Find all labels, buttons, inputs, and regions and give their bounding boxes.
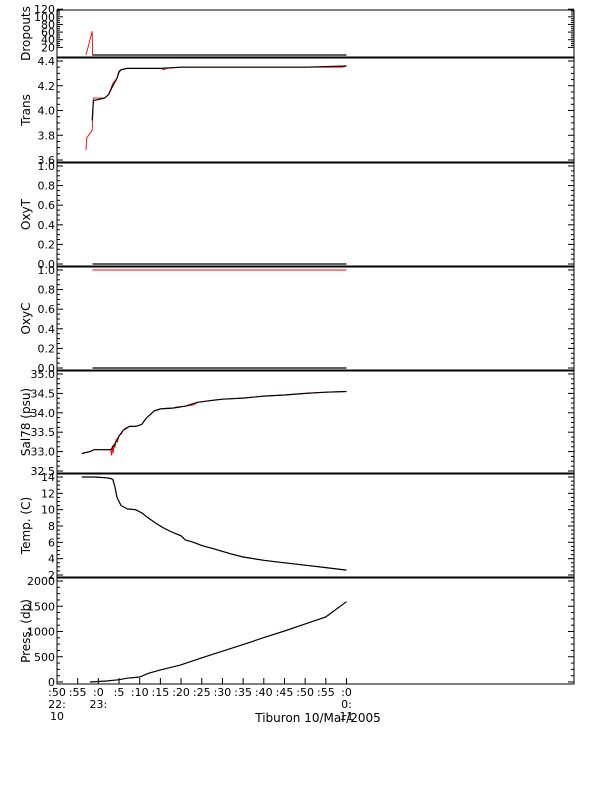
panel-frame xyxy=(56,370,575,474)
y-tick-label: 4.2 xyxy=(38,80,56,93)
y-tick-label: 2 xyxy=(48,569,55,582)
panel-oxyc: 0.0 0.2 0.4 0.6 0.8 1.0 OxyC xyxy=(19,264,575,375)
series-raw-temp xyxy=(81,476,347,571)
series-smooth-sal xyxy=(81,390,347,455)
y-tick-label: 33.5 xyxy=(31,426,56,439)
panel-oxyt: 0.0 0.2 0.4 0.6 0.8 1.0 OxyT xyxy=(19,160,575,271)
y-tick-label: 6 xyxy=(48,536,55,549)
y-tick-label: 120 xyxy=(34,3,55,16)
x-tick-label: :5 xyxy=(114,686,125,699)
x-tick-label: :0 xyxy=(93,686,104,699)
y-tick-label: 1000 xyxy=(27,626,55,639)
y-tick-label: 8 xyxy=(48,520,55,533)
y-tick-label: 32.5 xyxy=(31,465,56,478)
y-tick-label: 0.4 xyxy=(38,323,56,336)
panel-frame xyxy=(56,577,575,685)
x-tick-label: :55 xyxy=(69,686,87,699)
y-tick-label: 500 xyxy=(34,651,55,664)
panel-ylabel: Press. (db) xyxy=(19,599,33,663)
panel-frame xyxy=(56,473,575,578)
x-tick-label: :40 xyxy=(255,686,273,699)
series-smooth-temp xyxy=(81,476,347,571)
panel-sal: 32.5 33.0 33.5 34.0 34.5 35.0 Sal78 (psu) xyxy=(19,368,575,478)
x-tick-day: 11 xyxy=(340,710,354,723)
y-tick-label: 0.0 xyxy=(38,258,56,271)
y-tick-label: 60 xyxy=(41,26,55,39)
panel-ylabel: Temp. (C) xyxy=(19,497,33,555)
y-tick-label: 0.8 xyxy=(38,180,56,193)
y-tick-label: 0.2 xyxy=(38,342,56,355)
y-tick-label: 0.4 xyxy=(38,219,56,232)
x-tick-day: 10 xyxy=(50,710,64,723)
y-tick-label: 2000 xyxy=(27,575,55,588)
panel-frame xyxy=(56,57,575,163)
x-tick-label: :25 xyxy=(193,686,211,699)
y-tick-label: 40 xyxy=(41,34,55,47)
y-tick-label: 0.8 xyxy=(38,284,56,297)
y-tick-label: 4.4 xyxy=(38,55,56,68)
panel-frame xyxy=(56,9,575,58)
x-tick-label: :0 xyxy=(341,686,352,699)
x-tick-hour: 22: xyxy=(48,698,66,711)
panel-frame xyxy=(56,162,575,267)
y-tick-label: 20 xyxy=(41,41,55,54)
panel-temp: 2 4 6 8 10 12 14 Temp. (C) xyxy=(19,471,575,582)
chart-panels: 20406080100120Dropouts3.63.84.04.24.4Tra… xyxy=(19,3,575,689)
y-tick-label: 34.0 xyxy=(31,407,56,420)
x-tick-label: :50 xyxy=(296,686,314,699)
panel-ylabel: Sal78 (psu) xyxy=(19,388,33,456)
y-tick-label: 0 xyxy=(48,676,55,689)
x-tick-hour: 23: xyxy=(90,698,108,711)
panel-ylabel: OxyC xyxy=(19,302,33,334)
y-tick-label: 1500 xyxy=(27,600,55,613)
y-tick-label: 100 xyxy=(34,11,55,24)
series-raw-trans xyxy=(85,65,347,151)
y-tick-label: 0.6 xyxy=(38,199,56,212)
x-tick-label: :35 xyxy=(234,686,252,699)
y-tick-label: 12 xyxy=(41,487,55,500)
x-tick-label: :30 xyxy=(214,686,232,699)
time-axis: :5022:10:55:023::5:10:15:20:25:30:35:40:… xyxy=(48,678,354,723)
y-tick-label: 10 xyxy=(41,504,55,517)
y-tick-label: 1.0 xyxy=(38,160,56,173)
panel-trans: 3.6 3.8 4.0 4.2 4.4 Trans xyxy=(19,55,575,167)
x-tick-label: :10 xyxy=(131,686,149,699)
y-tick-label: 3.8 xyxy=(38,129,56,142)
x-tick-label: :55 xyxy=(317,686,335,699)
x-tick-label: :50 xyxy=(48,686,66,699)
y-tick-label: 0.2 xyxy=(38,238,56,251)
chart-footer-caption: Tiburon 10/Mar/2005 xyxy=(254,711,380,725)
panel-ylabel: Dropouts xyxy=(19,6,33,61)
series-smooth-press xyxy=(90,601,347,683)
y-tick-label: 0.6 xyxy=(38,303,56,316)
y-tick-label: 4 xyxy=(48,553,55,566)
x-tick-hour: 0: xyxy=(341,698,352,711)
y-tick-label: 3.6 xyxy=(38,154,56,167)
series-smooth-trans xyxy=(91,65,347,121)
panel-press: 0 500 1000 1500 2000 Press. (db) xyxy=(19,575,575,689)
panel-ylabel: Trans xyxy=(19,94,33,127)
y-tick-label: 1.0 xyxy=(38,264,56,277)
y-tick-label: 14 xyxy=(41,471,55,484)
series-raw-sal xyxy=(81,391,347,456)
panel-frame xyxy=(56,266,575,371)
x-tick-label: :15 xyxy=(152,686,170,699)
y-tick-label: 4.0 xyxy=(38,105,56,118)
y-tick-label: 80 xyxy=(41,18,55,31)
y-tick-label: 33.0 xyxy=(31,446,56,459)
panel-ylabel: OxyT xyxy=(19,198,33,230)
x-tick-label: :20 xyxy=(172,686,190,699)
y-tick-label: 35.0 xyxy=(31,368,56,381)
y-tick-label: 34.5 xyxy=(31,387,56,400)
x-tick-label: :45 xyxy=(276,686,294,699)
series-raw-dropouts xyxy=(85,31,347,56)
y-tick-label: 0.0 xyxy=(38,362,56,375)
